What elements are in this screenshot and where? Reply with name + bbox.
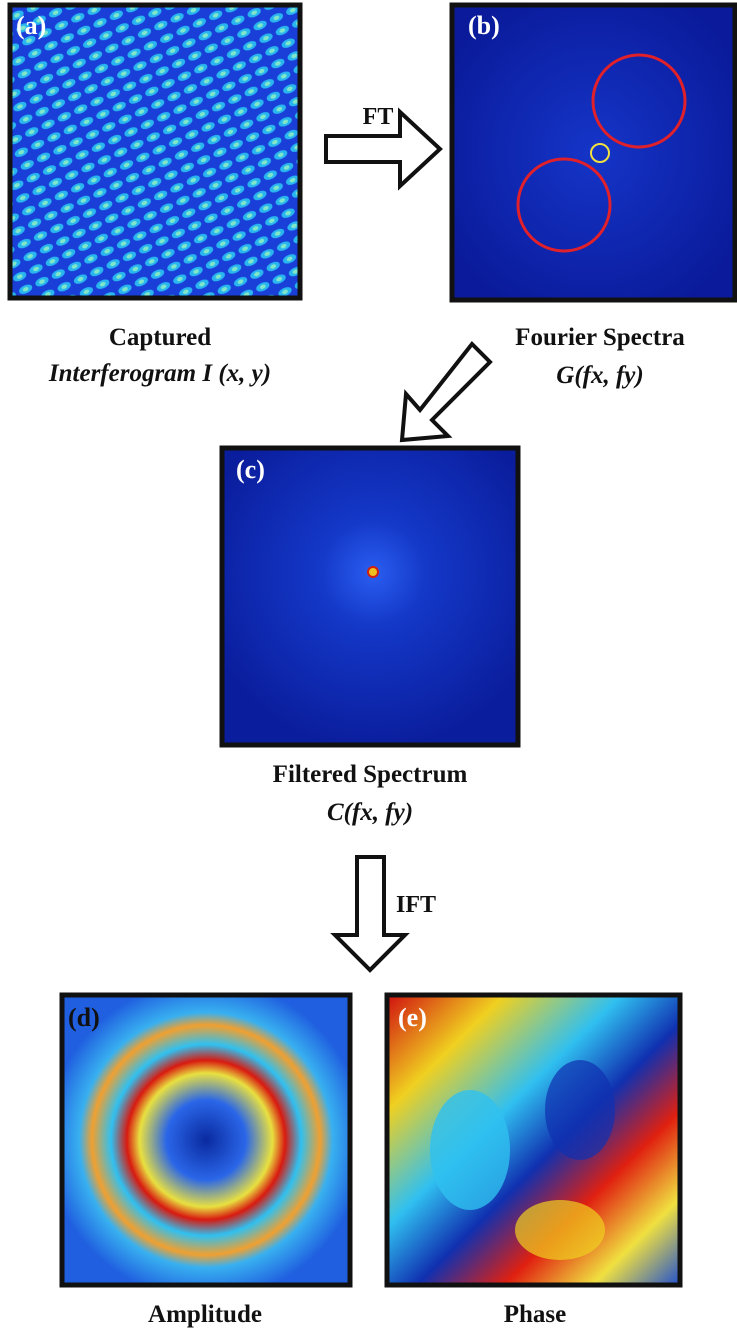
caption: Phase xyxy=(504,1301,567,1328)
panel-image xyxy=(222,448,518,745)
panel-image xyxy=(62,995,350,1285)
panel-label: (c) xyxy=(236,455,265,484)
page: {"panels": [ {"label": "(a)", "caption":… xyxy=(0,0,737,1333)
arrow-label: FT xyxy=(363,104,394,130)
caption-math: Interferogram I (x, y) xyxy=(48,360,271,387)
arrow xyxy=(335,857,405,970)
panel-label: (e) xyxy=(398,1003,427,1032)
panel-label: (b) xyxy=(468,11,500,40)
phase-blob xyxy=(515,1200,605,1260)
arrow-label: IFT xyxy=(396,892,436,918)
panel-image xyxy=(10,5,300,298)
spectrum-peak xyxy=(368,567,378,577)
phase-blob xyxy=(430,1090,510,1210)
diagram: (a) (b) (c) (d) (e) FT IFT Captured Inte… xyxy=(0,0,737,1333)
caption: Filtered Spectrum xyxy=(273,761,468,788)
caption-math: C(fx, fy) xyxy=(327,799,413,826)
caption: Fourier Spectra xyxy=(515,324,685,351)
caption-math: G(fx, fy) xyxy=(556,362,643,389)
caption: Captured xyxy=(109,324,211,351)
panel-label: (d) xyxy=(68,1003,100,1032)
caption: Amplitude xyxy=(148,1301,262,1328)
phase-blob xyxy=(545,1060,615,1160)
arrow xyxy=(402,344,490,440)
panel-image xyxy=(452,5,735,300)
panel-label: (a) xyxy=(16,11,46,40)
